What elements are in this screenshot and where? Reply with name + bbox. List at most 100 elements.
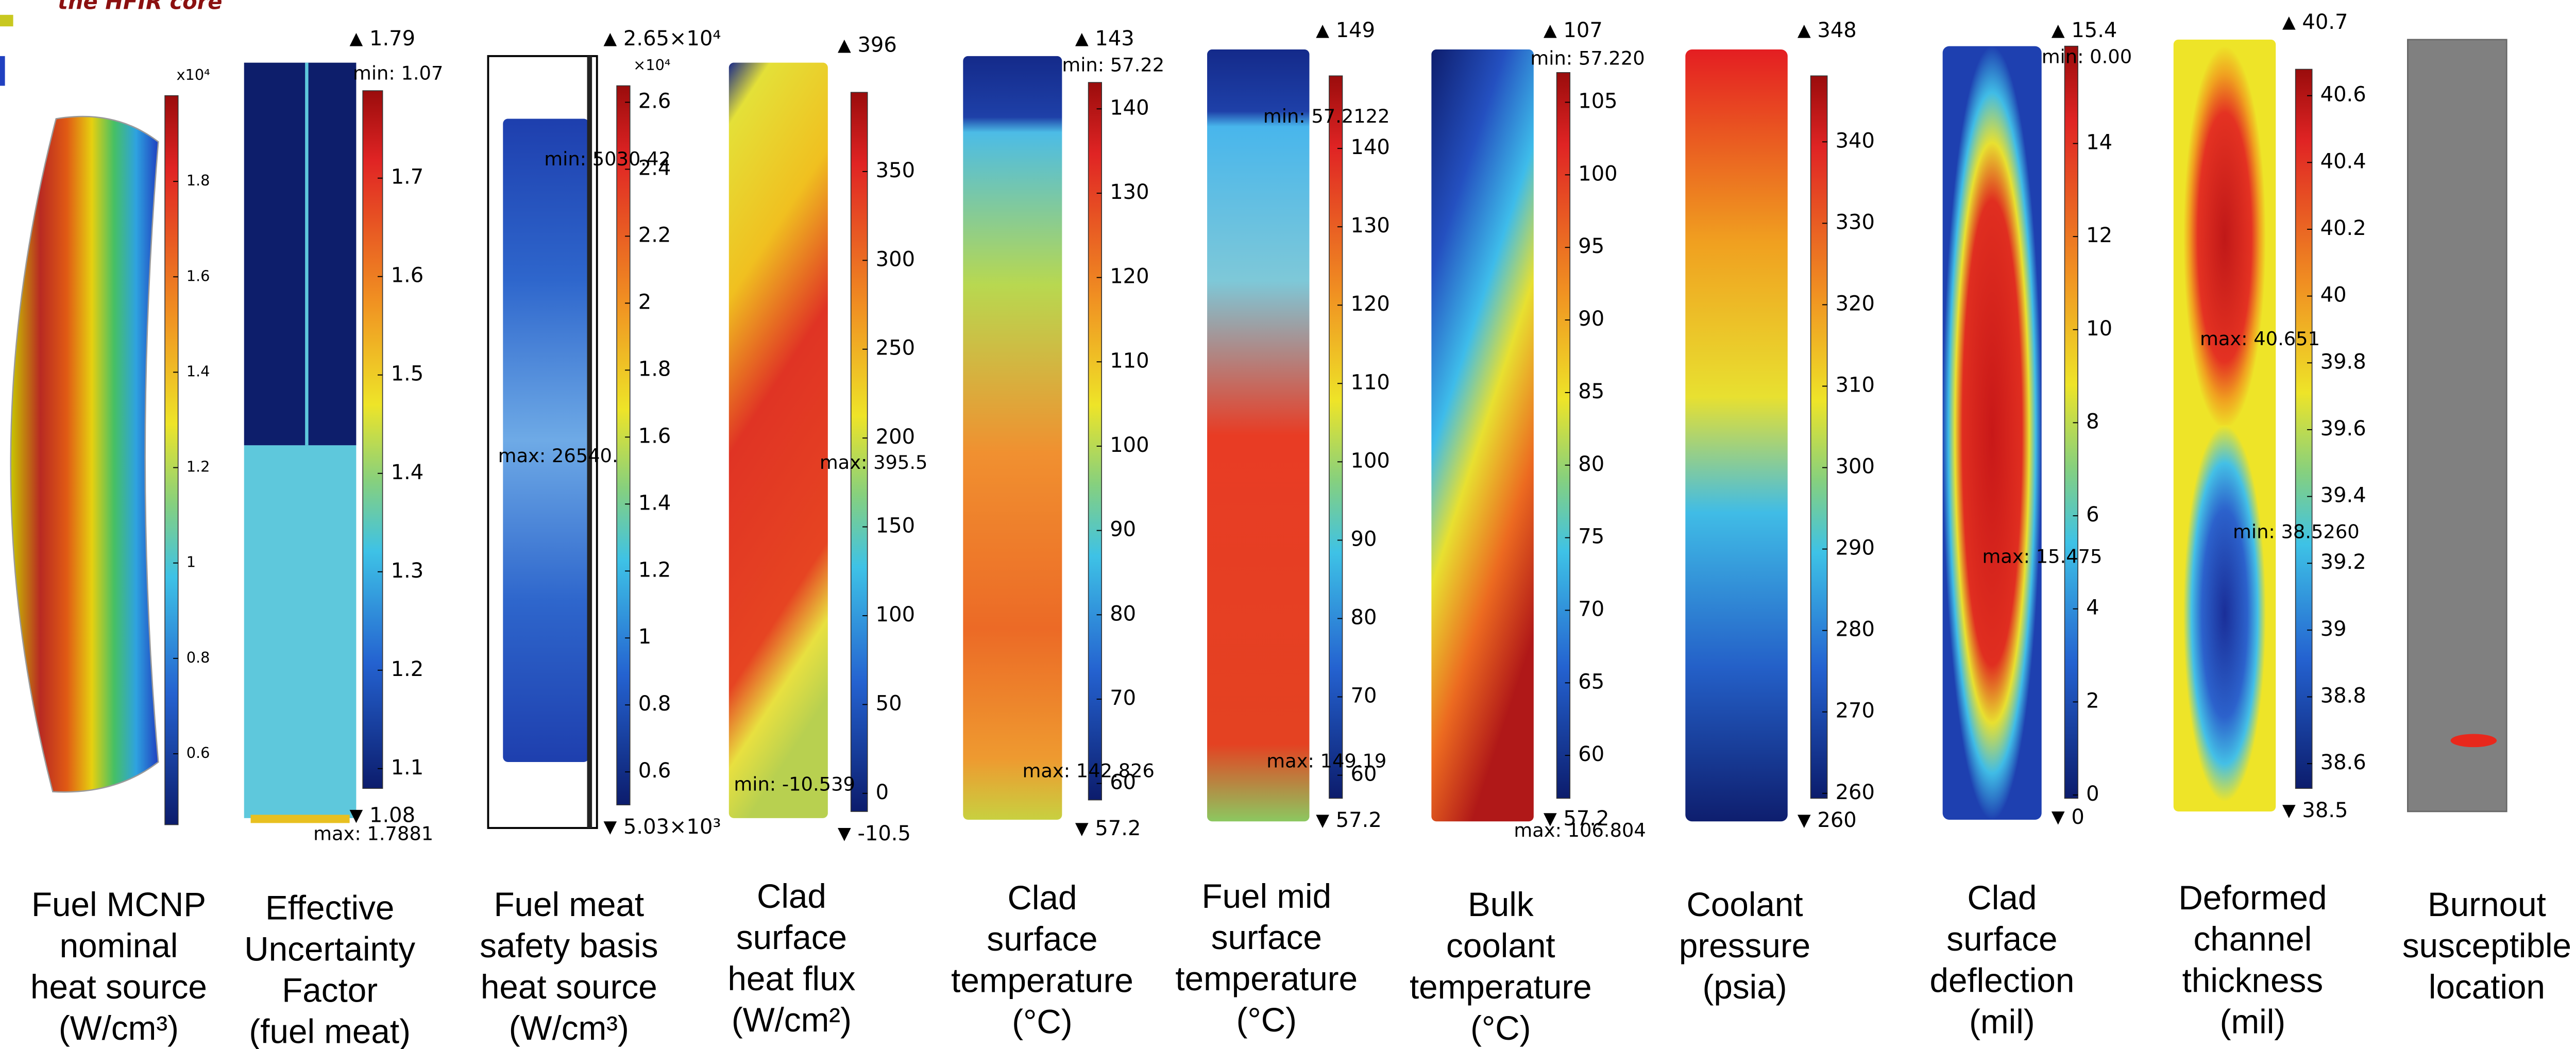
colorbar-tick-label: 0.8 [638, 692, 671, 716]
colorbar-exponent: x10⁴ [176, 66, 210, 83]
colorbar-tick-label: 1.3 [391, 559, 424, 583]
colorbar-tick-label: 1.7 [391, 165, 424, 189]
extremum-annotation: max: 149.19 [1266, 750, 1386, 772]
colorbar-tick-label: 2.2 [638, 223, 671, 247]
colorbar-tick-label: 120 [1110, 265, 1149, 289]
panel-caption: heat source [481, 968, 657, 1006]
colorbar-tick-label: 39.6 [2320, 417, 2366, 441]
panel-caption: (psia) [1703, 968, 1787, 1006]
extremum-annotation: max: 395.5 [820, 451, 928, 473]
colorbar-tick-label: 100 [1578, 162, 1617, 185]
colorbar-max-label: 1.79 [369, 27, 415, 50]
colorbar-tick-label: 350 [876, 159, 915, 182]
colorbar-tick-label: 0.6 [638, 759, 671, 783]
extremum-annotation: max: 1.7881 [313, 822, 433, 844]
colorbar-min-label: 57.2 [1336, 808, 1382, 832]
extremum-annotation: min: 57.22 [1062, 54, 1164, 76]
panel-caption: channel [2194, 920, 2312, 958]
panel-caption: Coolant [1686, 886, 1803, 923]
extremum-annotation: max: 106.804 [1514, 819, 1646, 841]
colorbar-tick-label: 130 [1351, 214, 1390, 238]
colorbar [164, 95, 179, 825]
colorbar-tick-label: 100 [1351, 449, 1390, 472]
contour-panel [963, 56, 1062, 820]
colorbar-max-label: 40.7 [2302, 10, 2348, 34]
colorbar-tick-label: 200 [876, 425, 915, 449]
colorbar-tick-label: 330 [1836, 210, 1875, 234]
panel-caption: (mil) [1969, 1003, 2035, 1040]
contour-panel [2407, 39, 2507, 813]
panel-caption: nominal [60, 927, 178, 965]
colorbar-tick-label: 38.8 [2320, 684, 2366, 708]
colorbar-tick-label: 60 [1578, 742, 1604, 766]
colorbar-tick-label: 12 [2086, 224, 2112, 247]
panel-caption: heat flux [727, 960, 855, 997]
colorbar-tick-label: 2 [2086, 689, 2099, 713]
contour-panel [503, 119, 589, 762]
extremum-annotation: min: 57.220 [1530, 47, 1645, 70]
colorbar-min-label: -10.5 [857, 822, 910, 845]
panel-caption: (W/cm²) [732, 1001, 852, 1039]
colorbar-tick-label: 140 [1351, 136, 1390, 159]
colorbar-tick-label: 1 [638, 625, 651, 649]
colorbar-min-label: 260 [1817, 808, 1856, 832]
colorbar-tick-label: 2 [638, 290, 651, 314]
colorbar-tick-label: 1.8 [638, 357, 671, 381]
panel-caption: (°C) [1236, 1001, 1297, 1039]
colorbar-tick-label: 14 [2086, 131, 2112, 155]
colorbar-tick-label: 320 [1836, 292, 1875, 315]
colorbar-tick-label: 39.8 [2320, 350, 2366, 374]
fuel-plate-3d [10, 115, 159, 793]
contour-panel [1942, 46, 2042, 820]
min-marker [603, 821, 617, 835]
contour-panel [244, 445, 357, 818]
colorbar [1088, 82, 1102, 801]
colorbar-tick-label: 85 [1578, 380, 1604, 403]
contour-panel [1685, 49, 1788, 822]
colorbar-tick-label: 80 [1110, 602, 1136, 625]
extremum-annotation: max: 15.475 [1982, 546, 2102, 568]
panel-caption: Clad [1967, 879, 2037, 917]
panel-caption: (fuel meat) [249, 1013, 411, 1049]
colorbar-tick-label: 40.6 [2320, 83, 2366, 107]
colorbar-tick-label: 80 [1578, 452, 1604, 476]
colorbar-tick-label: 90 [1351, 527, 1377, 551]
colorbar-tick-label: 50 [876, 691, 902, 715]
colorbar-tick-label: 0 [876, 781, 889, 804]
panel-caption: (mil) [2220, 1003, 2286, 1040]
colorbar-tick-label: 40 [2320, 283, 2347, 307]
colorbar-tick-label: 1.2 [391, 657, 424, 681]
max-marker [2051, 25, 2065, 38]
colorbar-max-label: 149 [1336, 19, 1375, 42]
colorbar-tick-label: 140 [1110, 96, 1149, 120]
colorbar [616, 85, 631, 806]
panel-caption: (W/cm³) [59, 1009, 179, 1047]
burnout-spot [2450, 734, 2497, 748]
colorbar [1556, 72, 1571, 799]
panel-caption: thickness [2182, 961, 2323, 999]
colorbar-tick-label: 75 [1578, 525, 1604, 549]
extremum-annotation: max: 26540. [498, 445, 618, 467]
colorbar-tick-label: 1 [187, 553, 196, 571]
max-marker [603, 33, 617, 46]
colorbar-tick-label: 300 [876, 247, 915, 271]
colorbar-tick-label: 1.1 [391, 756, 424, 780]
panel-caption: safety basis [480, 927, 658, 965]
colorbar-tick-label: 110 [1110, 349, 1149, 373]
panel-caption: temperature [951, 961, 1133, 999]
colorbar-tick-label: 100 [876, 603, 915, 627]
panel-caption: Bulk [1468, 886, 1534, 923]
colorbar-tick-label: 105 [1578, 89, 1617, 113]
colorbar-min-label: 57.2 [1095, 817, 1141, 840]
colorbar-min-label: 0 [2071, 805, 2084, 829]
colorbar-tick-label: 70 [1578, 597, 1604, 621]
colorbar-tick-label: 150 [876, 514, 915, 538]
panel-caption: temperature [1410, 968, 1592, 1006]
colorbar-tick-label: 70 [1110, 686, 1136, 710]
colorbar-tick-label: 8 [2086, 410, 2099, 433]
min-marker [1544, 813, 1557, 826]
colorbar-tick-label: 90 [1578, 307, 1604, 331]
colorbar-tick-label: 39.2 [2320, 550, 2366, 574]
panel-caption: location [2429, 968, 2545, 1006]
max-marker [1544, 25, 1557, 38]
